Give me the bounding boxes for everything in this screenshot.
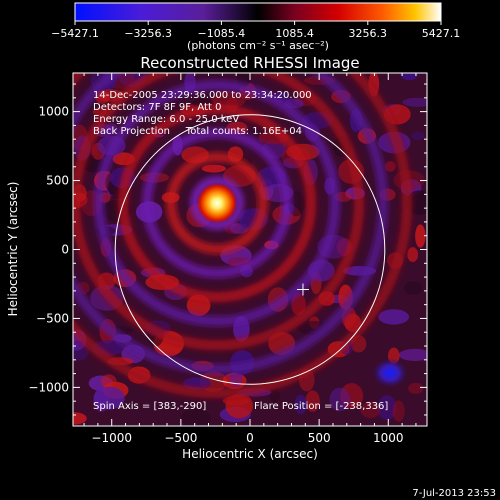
colorbar-ticks (74, 21, 442, 25)
texture-blob (377, 395, 397, 421)
y-tick-label: 1000 (38, 105, 69, 119)
spin-axis-label: Spin Axis = [383,-290] (93, 401, 206, 412)
colorbar-tick-label: −5427.1 (51, 27, 99, 40)
x-tick-label: 500 (308, 431, 331, 445)
texture-blob (404, 281, 423, 295)
colorbar-tick-label: 5427.1 (422, 27, 461, 40)
info-time-range: 14-Dec-2005 23:29:36.000 to 23:34:20.000 (93, 90, 312, 101)
texture-blob (212, 90, 246, 109)
texture-blob (408, 382, 424, 394)
backprojection-ring (166, 152, 269, 255)
info-block: 14-Dec-2005 23:29:36.000 to 23:34:20.000… (93, 90, 312, 137)
timestamp: 7-Jul-2013 23:53 (412, 488, 496, 499)
texture-blob (385, 161, 396, 172)
y-tick-label: −1000 (28, 380, 69, 394)
backprojection-ring (73, 73, 413, 399)
texture-blob (398, 348, 427, 361)
texture-blob (201, 164, 226, 173)
y-tick-label: 500 (46, 174, 69, 188)
y-tick-label: 0 (61, 243, 69, 257)
colorbar-units: (photons cm⁻² s⁻¹ asec⁻²) (187, 39, 329, 52)
rhessi-image (73, 73, 427, 426)
y-axis-tick-labels: 1000 500 0 −500 −1000 (28, 105, 69, 395)
texture-blob (402, 97, 427, 107)
texture-blob (305, 390, 320, 412)
info-energy-range: Energy Range: 6.0 - 25.0 keV (93, 114, 239, 125)
texture-blob (411, 131, 425, 140)
texture-blob (269, 388, 280, 403)
info-method-counts: Back Projection Total counts: 1.16E+04 (93, 126, 302, 137)
info-detectors: Detectors: 7F 8F 9F, Att 0 (93, 102, 221, 113)
flare-position-label: Flare Position = [-238,336] (254, 401, 388, 412)
x-axis-ticks (83, 73, 417, 426)
texture-blob (73, 412, 87, 425)
texture-blob (287, 191, 305, 217)
colorbar-tick-label: 3256.3 (349, 27, 388, 40)
backprojection-ring (73, 73, 389, 375)
x-tick-label: 0 (246, 431, 254, 445)
y-axis-ticks (73, 83, 427, 416)
texture-blob (329, 387, 351, 412)
backprojection-ring (94, 80, 341, 327)
texture-blob (400, 73, 419, 81)
colorbar-tick-label: 1085.4 (275, 27, 314, 40)
texture-blob (101, 374, 117, 389)
y-tick-label: −500 (36, 311, 69, 325)
backprojection-ring (142, 128, 293, 279)
texture-blob (291, 293, 306, 316)
x-tick-label: 1000 (373, 431, 404, 445)
texture-blob (93, 386, 125, 410)
y-axis-title: Heliocentric Y (arcsec) (6, 182, 20, 317)
x-tick-label: −1000 (91, 431, 132, 445)
x-axis-title: Heliocentric X (arcsec) (182, 447, 318, 461)
texture-blob (360, 401, 381, 419)
colorbar-tick-labels: −5427.1 −3256.3 −1085.4 1085.4 3256.3 5427.1 (51, 27, 460, 40)
texture-blob (378, 309, 410, 325)
dark-source-blob (372, 358, 408, 388)
colorbar-tick-label: −1085.4 (198, 27, 246, 40)
texture-blob (222, 396, 249, 406)
spin-axis-marker (296, 283, 309, 296)
x-tick-label: −500 (164, 431, 197, 445)
x-axis-tick-labels: −1000 −500 0 500 1000 (91, 431, 403, 445)
texture-blob (181, 408, 211, 426)
texture-blob (415, 224, 426, 248)
colorbar-tick-label: −3256.3 (124, 27, 172, 40)
flare-source (197, 183, 238, 224)
texture-blob (294, 394, 307, 415)
backprojection-ring (73, 73, 365, 351)
backprojection-rings (73, 73, 413, 399)
texture-blob (340, 383, 364, 409)
plot-title: Reconstructed RHESSI Image (140, 54, 359, 72)
texture-blob (104, 123, 118, 135)
solar-disk-outline (114, 114, 386, 385)
texture-blob (407, 247, 419, 263)
backprojection-ring (190, 176, 245, 231)
colorbar (74, 2, 442, 22)
texture-blob (392, 400, 405, 422)
